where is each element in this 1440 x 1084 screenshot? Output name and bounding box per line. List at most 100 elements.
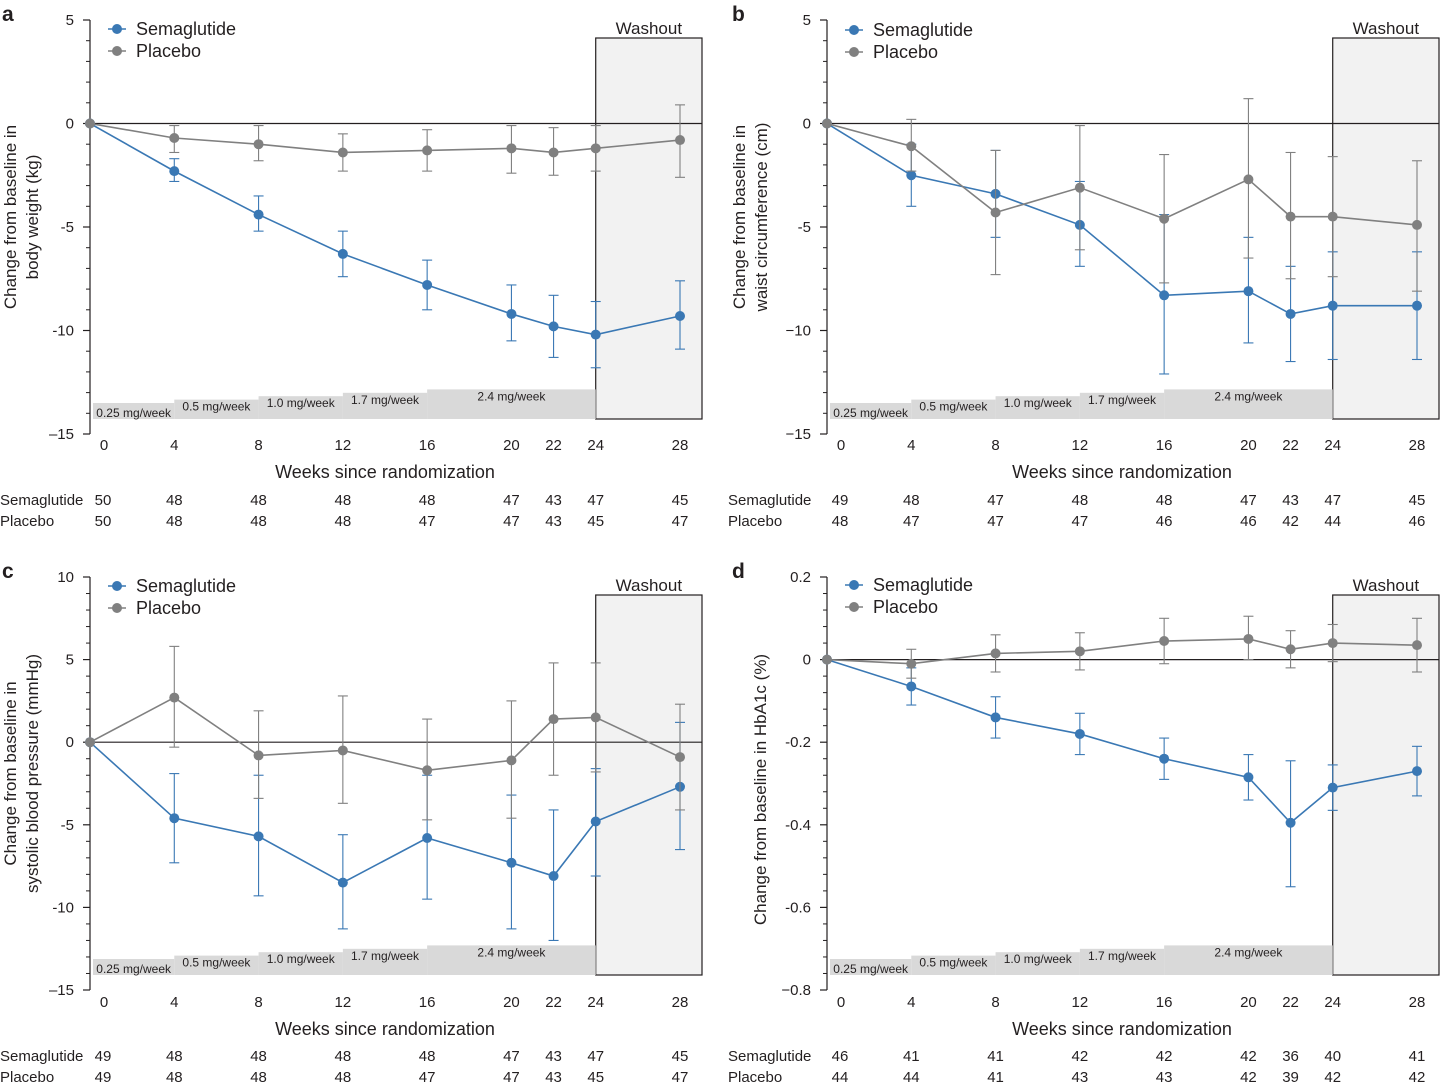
- placebo-point: [1243, 633, 1254, 644]
- placebo-point: [506, 143, 517, 154]
- placebo-point: [422, 765, 433, 776]
- x-tick-label: 24: [587, 994, 604, 1011]
- x-axis-label: Weeks since randomization: [275, 462, 495, 482]
- semaglutide-point: [1243, 772, 1254, 783]
- n-at-risk-value: 47: [503, 1069, 520, 1084]
- x-tick-label: 4: [907, 437, 915, 454]
- n-at-risk-value: 48: [166, 492, 183, 509]
- dose-band-label: 0.25 mg/week: [833, 406, 909, 420]
- n-at-risk-value: 48: [250, 492, 267, 509]
- dose-band-label: 0.5 mg/week: [919, 400, 988, 414]
- x-axis-label: Weeks since randomization: [1012, 462, 1232, 482]
- dose-band-label: 2.4 mg/week: [477, 389, 546, 403]
- x-tick-label: 0: [837, 437, 845, 454]
- washout-region: [595, 594, 703, 976]
- dose-band: [1079, 392, 1165, 419]
- dose-band-label: 1.7 mg/week: [1088, 949, 1157, 963]
- panel-letter: d: [732, 560, 745, 583]
- legend-swatch-placebo: [112, 46, 122, 56]
- n-at-risk-value: 42: [1072, 1048, 1089, 1065]
- panel-c: c Washout 0.25 mg/week 0.5 mg/week 1.0 mg/we…: [0, 560, 703, 1084]
- n-at-risk-value: 42: [1282, 513, 1299, 530]
- n-at-risk-value: 48: [250, 1069, 267, 1084]
- dose-band-label: 0.5 mg/week: [182, 400, 251, 414]
- y-axis-label: waist circumference (cm): [752, 123, 771, 313]
- placebo-point: [422, 145, 433, 156]
- n-at-risk-value: 47: [503, 513, 520, 530]
- n-at-risk-value: 47: [987, 513, 1004, 530]
- x-tick-label: 0: [837, 994, 845, 1011]
- x-tick-label: 4: [907, 994, 915, 1011]
- dose-band: [258, 952, 343, 975]
- semaglutide-point: [1412, 300, 1422, 311]
- x-tick-label: 24: [1324, 994, 1341, 1011]
- panel-letter: a: [2, 3, 14, 26]
- dose-band-label: 2.4 mg/week: [1214, 945, 1283, 959]
- placebo-point: [169, 692, 180, 703]
- n-at-risk-value: 48: [335, 492, 352, 509]
- placebo-point: [822, 654, 832, 665]
- y-tick-label: 0.2: [790, 569, 811, 586]
- x-tick-label: 12: [1072, 437, 1089, 454]
- n-at-risk-value: 47: [1240, 492, 1257, 509]
- x-tick-label: 8: [254, 437, 262, 454]
- y-tick-label: -5: [61, 817, 74, 834]
- n-at-risk-value: 48: [250, 1048, 267, 1065]
- y-tick-label: 0: [66, 116, 74, 133]
- y-axis-label: Change from baseline in: [1, 681, 20, 865]
- semaglutide-point: [422, 833, 433, 844]
- semaglutide-point: [422, 279, 433, 290]
- dose-band-label: 1.7 mg/week: [351, 393, 420, 407]
- n-at-risk-value: 42: [1324, 1069, 1341, 1084]
- y-tick-label: -5: [798, 219, 811, 236]
- semaglutide-point: [1327, 782, 1338, 793]
- n-at-risk-value: 43: [1282, 492, 1299, 509]
- washout-region: [1332, 594, 1440, 976]
- n-at-risk-value: 36: [1282, 1048, 1299, 1065]
- n-at-risk-value: 43: [545, 492, 562, 509]
- n-at-risk-value: 47: [1324, 492, 1341, 509]
- panel-letter: b: [732, 3, 745, 26]
- n-at-risk-value: 43: [545, 1069, 562, 1084]
- legend-swatch-semaglutide: [849, 580, 859, 590]
- washout-label: Washout: [616, 19, 683, 38]
- n-at-risk-value: 42: [1409, 1069, 1426, 1084]
- n-at-risk-value: 46: [1240, 513, 1257, 530]
- x-tick-label: 4: [170, 994, 178, 1011]
- n-at-risk-value: 48: [1156, 492, 1173, 509]
- n-at-risk-value: 43: [1156, 1069, 1173, 1084]
- n-at-risk-row-label: Semaglutide: [0, 492, 83, 509]
- n-at-risk-row-label: Semaglutide: [728, 492, 811, 509]
- dose-band: [995, 952, 1080, 975]
- legend-swatch-semaglutide: [112, 24, 122, 34]
- placebo-point: [169, 132, 180, 143]
- semaglutide-point: [1159, 753, 1170, 764]
- washout-label: Washout: [1353, 576, 1420, 595]
- legend-swatch-placebo: [849, 602, 859, 612]
- semaglutide-series-line: [89, 122, 681, 336]
- n-at-risk-value: 48: [335, 513, 352, 530]
- x-tick-label: 16: [1156, 437, 1173, 454]
- n-at-risk-row-label: Placebo: [728, 1069, 782, 1084]
- y-tick-label: -0.4: [785, 817, 811, 834]
- n-at-risk-value: 47: [503, 1048, 520, 1065]
- n-at-risk-value: 48: [832, 513, 849, 530]
- n-at-risk-value: 45: [1409, 492, 1426, 509]
- x-tick-label: 8: [254, 994, 262, 1011]
- legend-label-semaglutide: Semaglutide: [136, 19, 236, 39]
- semaglutide-point: [548, 871, 559, 882]
- panel-a: a Washout 0.25 mg/week 0.5 mg/week 1.0 mg/we…: [0, 3, 703, 530]
- x-tick-label: 22: [1282, 994, 1299, 1011]
- n-at-risk-value: 47: [587, 1048, 604, 1065]
- n-at-risk-value: 47: [672, 513, 689, 530]
- n-at-risk-value: 49: [832, 492, 849, 509]
- placebo-point: [1412, 640, 1422, 651]
- semaglutide-point: [1243, 286, 1254, 297]
- dose-band: [995, 396, 1080, 419]
- dose-band: [1164, 389, 1333, 419]
- placebo-point: [1285, 644, 1296, 655]
- dose-band: [911, 955, 996, 975]
- semaglutide-series-line: [89, 741, 681, 884]
- dose-band-label: 2.4 mg/week: [1214, 389, 1283, 403]
